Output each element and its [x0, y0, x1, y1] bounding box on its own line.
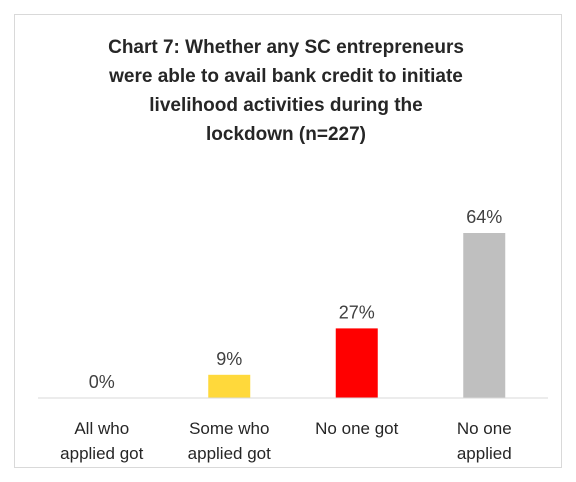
bars-group: [208, 233, 506, 398]
category-label-1: All who applied got: [60, 419, 143, 463]
bar-3: [335, 328, 378, 398]
category-label-4: No one applied: [457, 419, 512, 463]
data-labels-group: 0% 9% 27% 64%: [89, 207, 503, 392]
bar-2: [208, 374, 251, 398]
category-labels-group: All who applied got Some who applied got No …: [60, 419, 512, 463]
data-label-1: 0%: [89, 372, 115, 392]
data-label-3: 27%: [339, 302, 375, 322]
category-label-3: No one got: [315, 419, 398, 438]
category-label-2: Some who applied got: [188, 419, 271, 463]
data-label-4: 64%: [466, 207, 502, 227]
bar-4: [463, 233, 506, 398]
data-label-2: 9%: [216, 349, 242, 369]
chart-title: Chart 7: Whether any SC entrepreneurs we…: [108, 37, 464, 145]
